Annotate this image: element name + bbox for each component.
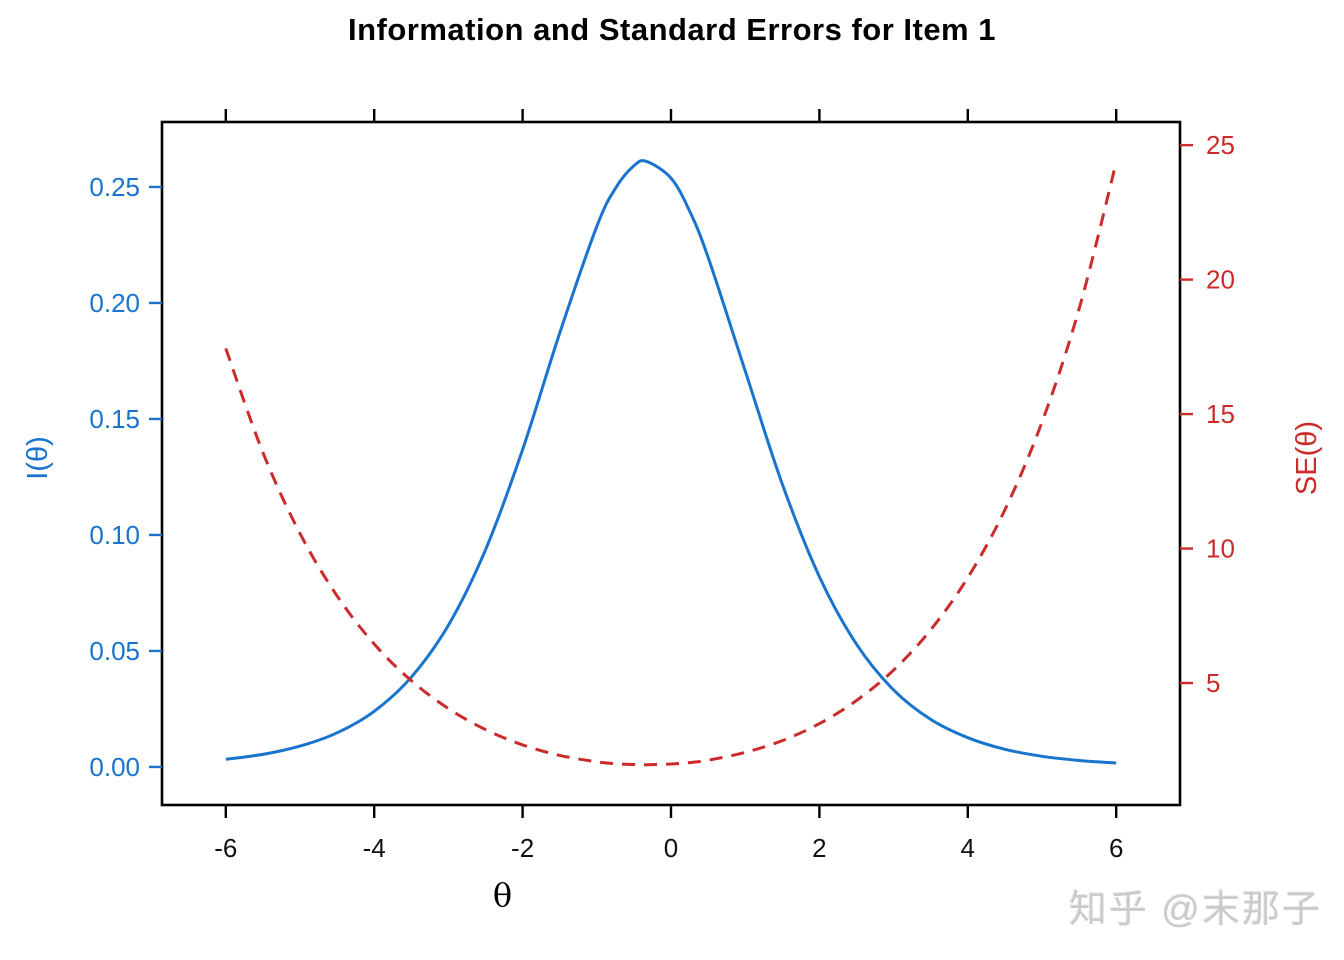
x-axis: -6 -4 -2 0 2 4 6 [214, 109, 1123, 863]
left-tick-label: 0.25 [89, 172, 140, 202]
left-tick-label: 0.15 [89, 404, 140, 434]
x-tick-label: 0 [664, 833, 678, 863]
left-tick-label: 0.20 [89, 288, 140, 318]
x-tick-label: -4 [363, 833, 386, 863]
se-curve [224, 161, 1118, 767]
watermark: 知乎 @末那子 [1068, 889, 1322, 931]
x-tick-label: -2 [511, 833, 534, 863]
left-tick-label: 0.10 [89, 520, 140, 550]
right-tick-label: 15 [1206, 399, 1235, 429]
plot-box [160, 120, 1182, 807]
right-tick-label: 5 [1206, 668, 1220, 698]
right-axis: 5 10 15 20 25 [1180, 130, 1235, 698]
right-tick-label: 20 [1206, 265, 1235, 295]
left-tick-label: 0.00 [89, 752, 140, 782]
x-tick-label: -6 [214, 833, 237, 863]
right-tick-label: 10 [1206, 534, 1235, 564]
left-tick-label: 0.05 [89, 636, 140, 666]
x-tick-label: 4 [961, 833, 975, 863]
right-axis-title: SE(θ) [1291, 420, 1323, 496]
x-tick-label: 2 [812, 833, 826, 863]
x-tick-label: 6 [1109, 833, 1123, 863]
left-axis-title: I(θ) [22, 436, 54, 480]
left-axis: 0.00 0.05 0.10 0.15 0.20 0.25 [89, 172, 162, 782]
right-tick-label: 25 [1206, 130, 1235, 160]
x-axis-title: θ [492, 876, 513, 914]
info-curve [225, 159, 1117, 765]
chart-title: Information and Standard Errors for Item… [348, 12, 996, 47]
